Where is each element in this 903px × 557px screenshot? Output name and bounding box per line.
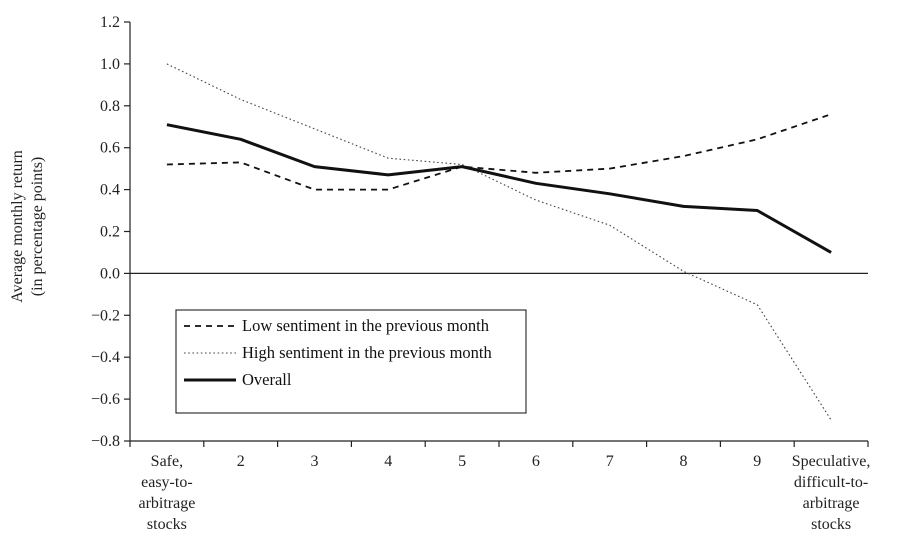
x-tick-label: Speculative, <box>792 453 871 470</box>
x-tick-label: stocks <box>811 516 851 533</box>
y-tick-label: −0.8 <box>91 433 120 450</box>
y-tick-label: 1.2 <box>100 14 120 31</box>
y-axis-ticks: −0.8 −0.6 −0.4 −0.2 0.0 0.2 0.4 0.6 0.8 1.0 1.2 <box>91 14 130 450</box>
y-tick-label: 1.0 <box>100 56 120 73</box>
y-axis-title: Average monthly return (in percentage poi… <box>9 150 46 303</box>
y-tick-label: −0.6 <box>91 391 120 408</box>
x-tick-label: difficult-to- <box>794 474 868 491</box>
x-tick-label: stocks <box>147 516 187 533</box>
legend: Low sentiment in the previous month High … <box>175 309 527 414</box>
y-tick-label: 0.6 <box>100 140 120 157</box>
x-tick-label: arbitrage <box>138 495 195 512</box>
y-tick-label: −0.4 <box>91 349 120 366</box>
x-tick-label: Safe, <box>151 453 183 470</box>
x-axis-ticks: Safe, easy-to-arbitrage stocks 2 3 4 5 6 7 8 9 Spec… <box>129 441 871 533</box>
x-tick-label: 6 <box>532 453 540 470</box>
x-tick-label: 5 <box>458 453 466 470</box>
x-tick-label: easy-to- <box>141 474 193 491</box>
x-tick-label: 8 <box>680 453 688 470</box>
legend-label: Low sentiment in the previous month <box>242 316 490 335</box>
x-tick-label: 4 <box>384 453 392 470</box>
series-line-dashed <box>166 113 832 191</box>
legend-label: High sentiment in the previous month <box>242 343 493 362</box>
legend-label: Overall <box>242 370 292 389</box>
series-layer <box>166 63 832 421</box>
y-tick-label: 0.0 <box>100 265 120 282</box>
x-tick-label: 3 <box>311 453 319 470</box>
y-tick-label: 0.8 <box>100 98 120 115</box>
y-tick-label: −0.2 <box>91 307 120 324</box>
y-tick-label: 0.2 <box>100 224 120 241</box>
x-tick-label: 9 <box>753 453 761 470</box>
y-tick-label: 0.4 <box>100 182 120 199</box>
x-tick-label: 7 <box>606 453 614 470</box>
y-axis-title-line: (in percentage points) <box>29 157 46 297</box>
y-axis-title-line: Average monthly return <box>9 150 26 303</box>
x-tick-label: 2 <box>237 453 245 470</box>
legend-box <box>175 309 527 414</box>
x-tick-label: arbitrage <box>803 495 860 512</box>
series-line-solid <box>166 123 832 254</box>
